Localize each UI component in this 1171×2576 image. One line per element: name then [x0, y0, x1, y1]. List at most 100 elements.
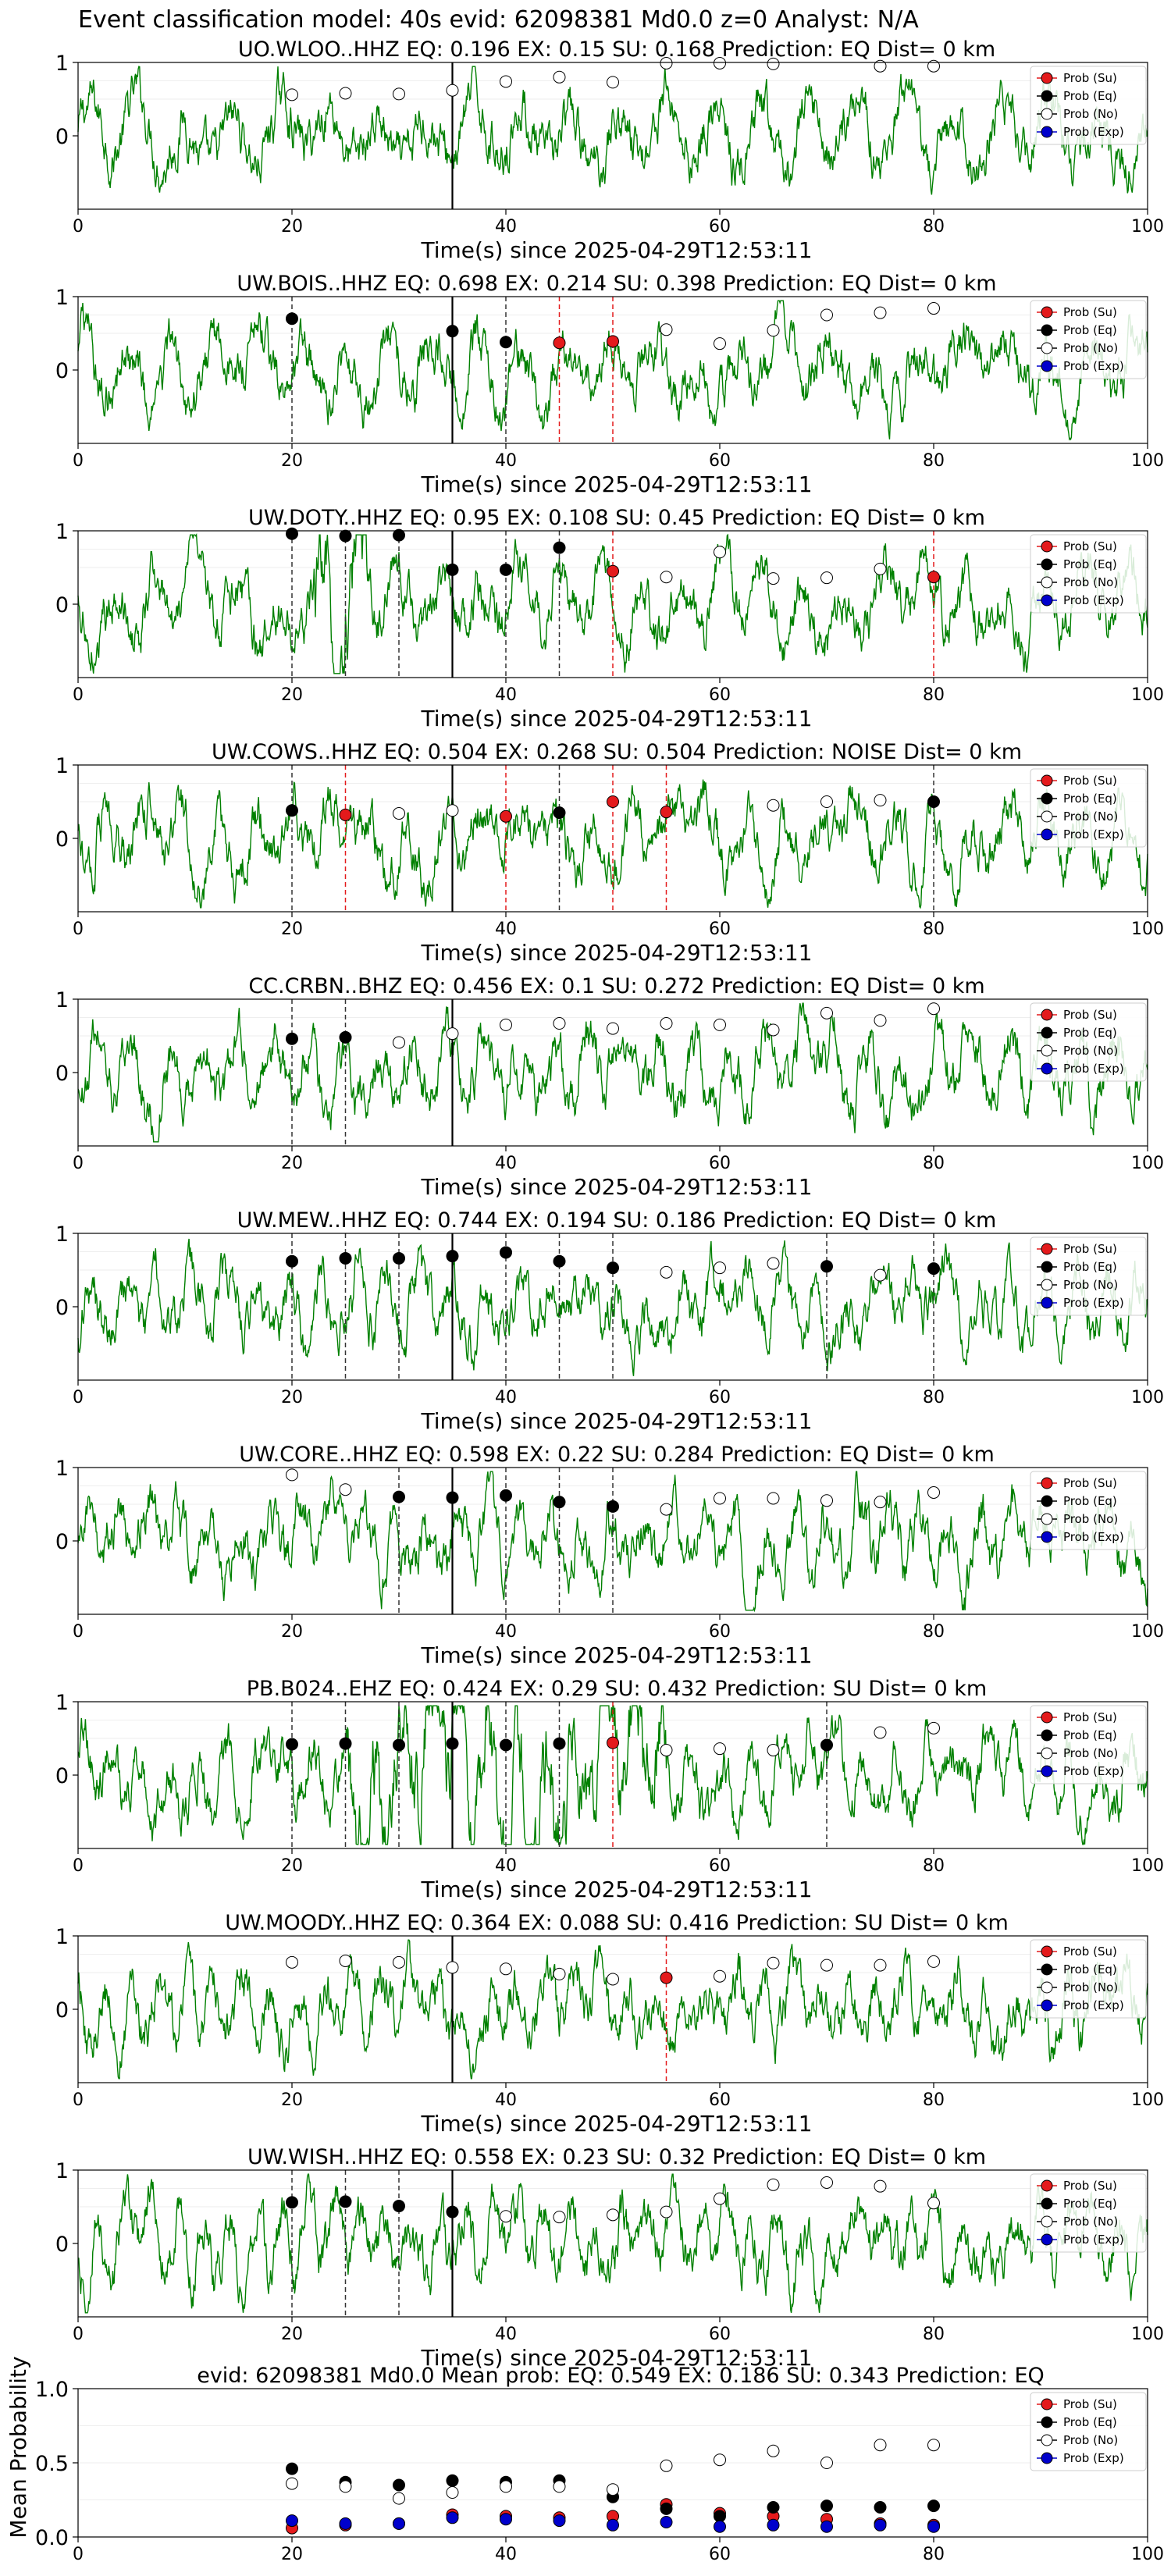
- y-tick-label: 0: [55, 359, 69, 383]
- prob-point-no: [553, 1967, 566, 1980]
- legend-marker-exp: [1041, 1062, 1053, 1075]
- mean-point-no: [607, 2483, 619, 2496]
- legend-marker-no: [1041, 1747, 1053, 1759]
- prob-point-no: [874, 1726, 887, 1739]
- prob-point-no: [339, 1954, 352, 1967]
- x-tick-label: 40: [495, 920, 517, 939]
- prob-point-eq: [339, 529, 352, 543]
- prob-point-su: [607, 1736, 619, 1749]
- prob-point-su: [660, 1971, 673, 1984]
- mean-point-eq: [820, 2500, 833, 2513]
- prob-point-no: [767, 1257, 780, 1270]
- legend-label: Prob (Eq): [1063, 1260, 1117, 1274]
- y-tick-label: 1: [55, 1925, 69, 1949]
- prob-point-su: [607, 335, 619, 348]
- x-tick-label: 80: [923, 451, 945, 471]
- y-tick-label: 0: [55, 1530, 69, 1554]
- legend-marker-su: [1041, 1009, 1053, 1021]
- x-tick-label: 100: [1131, 2325, 1164, 2344]
- waveform-trace: [77, 2173, 1148, 2314]
- x-tick-label: 100: [1131, 920, 1164, 939]
- legend-marker-exp: [1041, 360, 1053, 372]
- prob-point-eq: [339, 2195, 352, 2208]
- x-tick-label: 20: [281, 1622, 303, 1642]
- prob-point-eq: [500, 336, 512, 349]
- legend-box: [1030, 1939, 1147, 2019]
- prob-point-no: [874, 1959, 887, 1972]
- prob-point-no: [927, 1002, 940, 1016]
- x-tick-label: 40: [495, 1154, 517, 1173]
- x-tick-label: 100: [1131, 1388, 1164, 1407]
- prob-point-eq: [446, 325, 459, 338]
- x-tick-label: 20: [281, 1856, 303, 1876]
- prob-point-no: [767, 1023, 780, 1037]
- prob-point-eq: [553, 541, 566, 554]
- x-tick-label: 0: [73, 1856, 84, 1876]
- prob-point-no: [927, 1485, 940, 1499]
- waveform-trace: [77, 1939, 1148, 2080]
- legend-marker-su: [1041, 1477, 1053, 1489]
- mean-point-no: [927, 2439, 940, 2452]
- prob-point-no: [927, 59, 940, 73]
- mean-point-exp: [714, 2520, 726, 2533]
- x-tick-label: 40: [495, 451, 517, 471]
- prob-point-eq: [500, 563, 512, 576]
- x-axis-label: Time(s) since 2025-04-29T12:53:11: [420, 2111, 812, 2137]
- prob-point-eq: [446, 1250, 459, 1263]
- mean-point-no: [446, 2486, 459, 2499]
- mean-point-exp: [607, 2518, 619, 2532]
- panel-uo-wloo-hhz: UO.WLOO..HHZ EQ: 0.196 EX: 0.15 SU: 0.16…: [55, 37, 1164, 263]
- prob-point-no: [820, 2176, 833, 2189]
- x-axis-label: Time(s) since 2025-04-29T12:53:11: [420, 1408, 812, 1434]
- legend-label: Prob (Exp): [1063, 2451, 1124, 2465]
- legend-label: Prob (Eq): [1063, 557, 1117, 571]
- legend-marker-su: [1041, 72, 1053, 84]
- legend-marker-su: [1041, 540, 1053, 553]
- prob-point-no: [660, 1265, 673, 1279]
- x-tick-label: 0: [73, 2090, 84, 2110]
- legend-label: Prob (No): [1063, 1512, 1118, 1526]
- legend-label: Prob (No): [1063, 1980, 1118, 1994]
- x-tick-label: 20: [281, 2325, 303, 2344]
- panel-title: UW.DOTY..HHZ EQ: 0.95 EX: 0.108 SU: 0.45…: [248, 506, 985, 530]
- x-tick-label: 60: [709, 2545, 731, 2564]
- x-tick-label: 0: [73, 1622, 84, 1642]
- prob-point-eq: [286, 1032, 298, 1045]
- waveform-trace: [77, 1238, 1148, 1376]
- prob-point-no: [553, 1017, 566, 1030]
- x-tick-label: 80: [923, 2325, 945, 2344]
- x-tick-label: 40: [495, 685, 517, 705]
- x-axis-label: Time(s) since 2025-04-29T12:53:11: [420, 706, 812, 731]
- legend-box: [1030, 1471, 1147, 1550]
- legend-label: Prob (Eq): [1063, 1962, 1117, 1976]
- legend-label: Prob (Exp): [1063, 1998, 1124, 2012]
- prob-point-no: [446, 84, 459, 97]
- mean-point-no: [339, 2480, 352, 2493]
- x-axis-label: Time(s) since 2025-04-29T12:53:11: [420, 1174, 812, 1200]
- mean-point-exp: [874, 2518, 887, 2532]
- panel-title: UW.MEW..HHZ EQ: 0.744 EX: 0.194 SU: 0.18…: [237, 1208, 997, 1233]
- panel-title: UW.BOIS..HHZ EQ: 0.698 EX: 0.214 SU: 0.3…: [237, 272, 996, 296]
- legend-box: [1030, 2173, 1147, 2253]
- panel-title: UO.WLOO..HHZ EQ: 0.196 EX: 0.15 SU: 0.16…: [238, 37, 995, 62]
- x-tick-label: 100: [1131, 451, 1164, 471]
- prob-point-eq: [286, 1738, 298, 1751]
- prob-point-eq: [446, 2205, 459, 2218]
- x-tick-label: 40: [495, 1622, 517, 1642]
- legend-marker-eq: [1041, 2197, 1053, 2210]
- prob-point-eq: [286, 527, 298, 540]
- panel-uw-cows-hhz: UW.COWS..HHZ EQ: 0.504 EX: 0.268 SU: 0.5…: [55, 740, 1164, 966]
- legend-label: Prob (No): [1063, 809, 1118, 824]
- mean-point-eq: [660, 2502, 673, 2515]
- y-tick-label: 0: [55, 1062, 69, 1086]
- y-tick-label: 1: [55, 988, 69, 1012]
- legend-label: Prob (Eq): [1063, 1026, 1117, 1040]
- x-tick-label: 100: [1131, 1154, 1164, 1173]
- mean-panel-title: evid: 62098381 Md0.0 Mean prob: EQ: 0.54…: [197, 2364, 1045, 2388]
- y-tick-label: 0: [55, 827, 69, 852]
- prob-point-no: [820, 1494, 833, 1507]
- legend-label: Prob (No): [1063, 2215, 1118, 2229]
- legend-box: [1030, 66, 1147, 145]
- legend-label: Prob (Eq): [1063, 89, 1117, 103]
- prob-point-eq: [393, 1490, 405, 1503]
